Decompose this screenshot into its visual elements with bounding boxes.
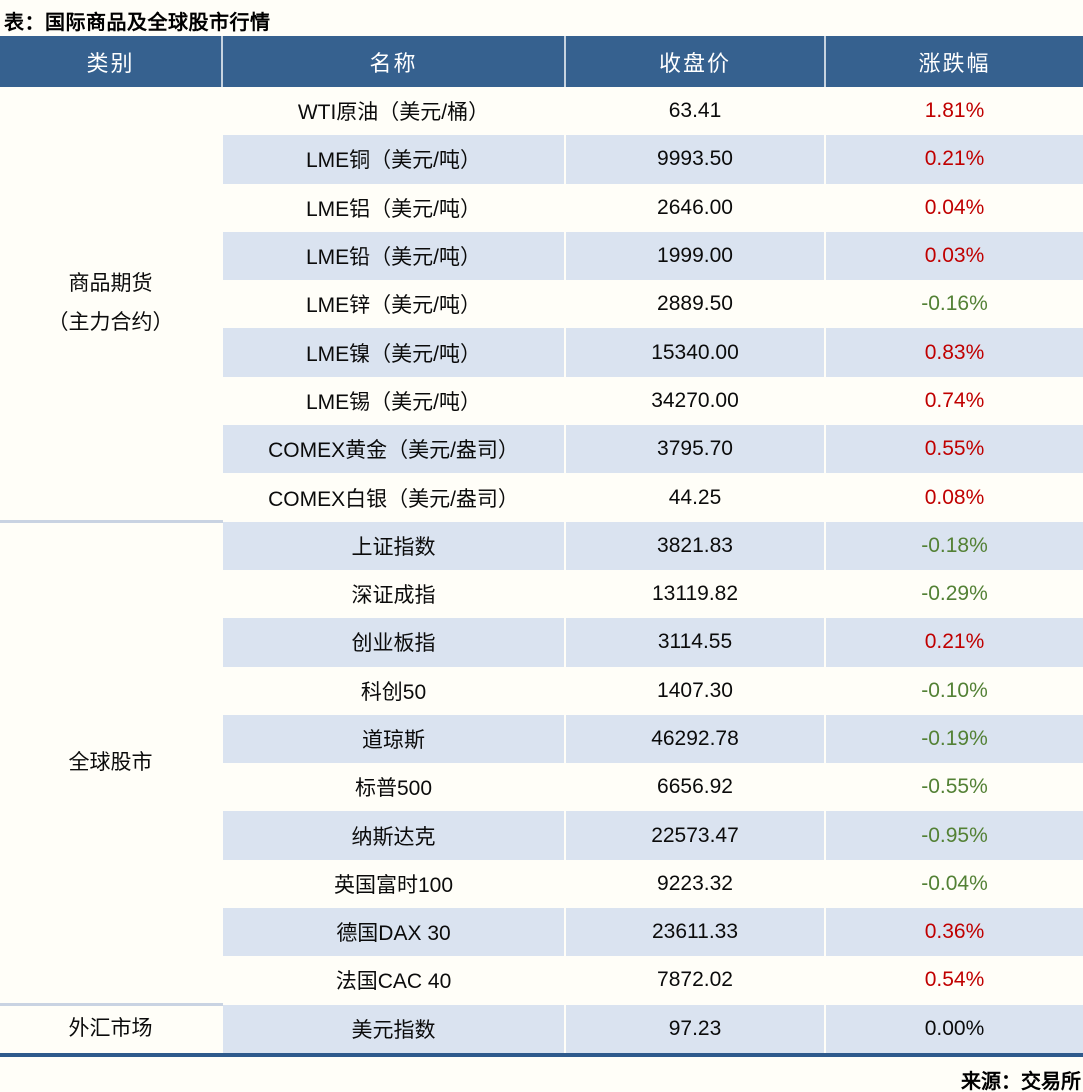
table-row: LME锌（美元/吨） 2889.50 -0.16% bbox=[0, 280, 1083, 329]
close-price: 44.25 bbox=[564, 473, 825, 522]
close-price: 22573.47 bbox=[564, 811, 825, 860]
close-price: 3821.83 bbox=[564, 521, 825, 570]
table-row: 标普500 6656.92 -0.55% bbox=[0, 763, 1083, 812]
change-percent: -0.55% bbox=[824, 763, 1083, 812]
instrument-name: LME锌（美元/吨） bbox=[221, 280, 565, 329]
table-wrapper: 类别 名称 收盘价 涨跌幅 商品期货 （主力合约） WTI原油（美元/桶） 63.4… bbox=[0, 36, 1083, 1057]
column-header-name: 名称 bbox=[221, 36, 565, 87]
table-row: LME铝（美元/吨） 2646.00 0.04% bbox=[0, 183, 1083, 232]
change-percent: -0.95% bbox=[824, 811, 1083, 860]
header-row: 类别 名称 收盘价 涨跌幅 bbox=[0, 36, 1083, 87]
table-row: LME铜（美元/吨） 9993.50 0.21% bbox=[0, 135, 1083, 184]
instrument-name: COMEX白银（美元/盎司） bbox=[221, 473, 565, 522]
close-price: 97.23 bbox=[564, 1004, 825, 1053]
table-row: 英国富时100 9223.32 -0.04% bbox=[0, 859, 1083, 909]
table-row: LME镍（美元/吨） 15340.00 0.83% bbox=[0, 328, 1083, 377]
table-row: 法国CAC 40 7872.02 0.54% bbox=[0, 956, 1083, 1005]
instrument-name: 深证成指 bbox=[221, 569, 565, 619]
change-percent: -0.19% bbox=[824, 714, 1083, 764]
table-row: 深证成指 13119.82 -0.29% bbox=[0, 569, 1083, 619]
change-percent: 0.36% bbox=[824, 908, 1083, 957]
instrument-name: WTI原油（美元/桶） bbox=[221, 87, 565, 136]
close-price: 3795.70 bbox=[564, 425, 825, 474]
close-price: 1407.30 bbox=[564, 666, 825, 715]
table-row: COMEX黄金（美元/盎司） 3795.70 0.55% bbox=[0, 425, 1083, 474]
close-price: 9993.50 bbox=[564, 135, 825, 184]
close-price: 7872.02 bbox=[564, 956, 825, 1005]
table-row: 全球股市 上证指数 3821.83 -0.18% bbox=[0, 520, 1083, 1005]
instrument-name: 创业板指 bbox=[221, 618, 565, 667]
instrument-name: 上证指数 bbox=[221, 521, 565, 570]
change-percent: 1.81% bbox=[824, 87, 1083, 136]
change-percent: -0.16% bbox=[824, 280, 1083, 329]
category-cell: 全球股市 bbox=[0, 520, 222, 1005]
close-price: 15340.00 bbox=[564, 328, 825, 377]
category-cell: 商品期货 （主力合约） bbox=[0, 87, 222, 522]
change-percent: -0.29% bbox=[824, 569, 1083, 619]
change-percent: 0.00% bbox=[824, 1004, 1083, 1053]
page-title: 表：国际商品及全球股市行情 bbox=[4, 12, 271, 34]
change-percent: -0.10% bbox=[824, 666, 1083, 715]
category-cell: 外汇市场 bbox=[0, 1003, 222, 1053]
close-price: 1999.00 bbox=[564, 231, 825, 281]
title-bar: 表：国际商品及全球股市行情 bbox=[0, 0, 1083, 36]
close-price: 2889.50 bbox=[564, 280, 825, 329]
instrument-name: LME锡（美元/吨） bbox=[221, 376, 565, 426]
instrument-name: LME铜（美元/吨） bbox=[221, 135, 565, 184]
instrument-name: LME铝（美元/吨） bbox=[221, 183, 565, 232]
change-percent: 0.21% bbox=[824, 618, 1083, 667]
change-percent: 0.03% bbox=[824, 231, 1083, 281]
table-body: 商品期货 （主力合约） WTI原油（美元/桶） 63.41 1.81% LME铜（美元/… bbox=[0, 87, 1083, 1053]
change-percent: 0.54% bbox=[824, 956, 1083, 1005]
column-header-close: 收盘价 bbox=[564, 36, 825, 87]
close-price: 9223.32 bbox=[564, 859, 825, 909]
close-price: 3114.55 bbox=[564, 618, 825, 667]
change-percent: 0.55% bbox=[824, 425, 1083, 474]
column-header-change: 涨跌幅 bbox=[824, 36, 1083, 87]
close-price: 63.41 bbox=[564, 87, 825, 136]
change-percent: 0.08% bbox=[824, 473, 1083, 522]
table-row: COMEX白银（美元/盎司） 44.25 0.08% bbox=[0, 473, 1083, 522]
close-price: 34270.00 bbox=[564, 376, 825, 426]
close-price: 13119.82 bbox=[564, 569, 825, 619]
column-header-category: 类别 bbox=[0, 36, 222, 87]
table-row: 德国DAX 30 23611.33 0.36% bbox=[0, 908, 1083, 957]
source-label: 来源：交易所 bbox=[961, 1070, 1081, 1092]
change-percent: 0.21% bbox=[824, 135, 1083, 184]
instrument-name: LME镍（美元/吨） bbox=[221, 328, 565, 377]
instrument-name: 美元指数 bbox=[221, 1004, 565, 1053]
close-price: 46292.78 bbox=[564, 714, 825, 764]
table-row: 创业板指 3114.55 0.21% bbox=[0, 618, 1083, 667]
instrument-name: 道琼斯 bbox=[221, 714, 565, 764]
table-header: 类别 名称 收盘价 涨跌幅 bbox=[0, 36, 1083, 87]
market-table: 类别 名称 收盘价 涨跌幅 商品期货 （主力合约） WTI原油（美元/桶） 63.4… bbox=[0, 36, 1083, 1053]
table-row: 外汇市场 美元指数 97.23 0.00% bbox=[0, 1003, 1083, 1053]
table-row: 科创50 1407.30 -0.10% bbox=[0, 666, 1083, 715]
footer-bar: 来源：交易所 bbox=[0, 1057, 1083, 1092]
table-row: LME铅（美元/吨） 1999.00 0.03% bbox=[0, 231, 1083, 281]
change-percent: 0.74% bbox=[824, 376, 1083, 426]
close-price: 6656.92 bbox=[564, 763, 825, 812]
change-percent: 0.83% bbox=[824, 328, 1083, 377]
instrument-name: COMEX黄金（美元/盎司） bbox=[221, 425, 565, 474]
change-percent: -0.18% bbox=[824, 521, 1083, 570]
table-row: 纳斯达克 22573.47 -0.95% bbox=[0, 811, 1083, 860]
instrument-name: 标普500 bbox=[221, 763, 565, 812]
change-percent: -0.04% bbox=[824, 859, 1083, 909]
close-price: 2646.00 bbox=[564, 183, 825, 232]
instrument-name: 纳斯达克 bbox=[221, 811, 565, 860]
instrument-name: 德国DAX 30 bbox=[221, 908, 565, 957]
instrument-name: LME铅（美元/吨） bbox=[221, 231, 565, 281]
table-row: 商品期货 （主力合约） WTI原油（美元/桶） 63.41 1.81% bbox=[0, 87, 1083, 522]
instrument-name: 科创50 bbox=[221, 666, 565, 715]
table-row: LME锡（美元/吨） 34270.00 0.74% bbox=[0, 376, 1083, 426]
close-price: 23611.33 bbox=[564, 908, 825, 957]
change-percent: 0.04% bbox=[824, 183, 1083, 232]
instrument-name: 法国CAC 40 bbox=[221, 956, 565, 1005]
table-row: 道琼斯 46292.78 -0.19% bbox=[0, 714, 1083, 764]
instrument-name: 英国富时100 bbox=[221, 859, 565, 909]
